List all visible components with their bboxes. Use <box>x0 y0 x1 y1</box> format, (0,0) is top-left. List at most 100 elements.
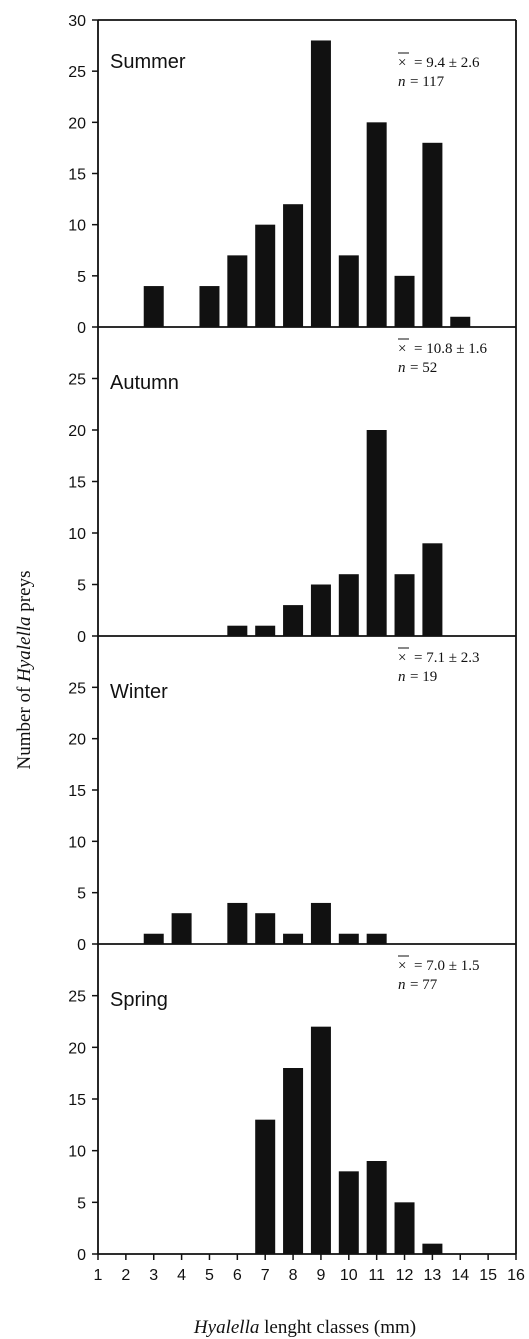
bar-summer-8 <box>283 204 304 327</box>
bar-autumn-12 <box>394 574 415 636</box>
y-tick-label: 15 <box>68 475 86 492</box>
y-tick-label: 20 <box>68 115 86 132</box>
bar-summer-9 <box>310 40 331 327</box>
x-tick-label: 9 <box>316 1267 325 1284</box>
x-tick-label: 11 <box>368 1267 385 1284</box>
x-tick-label: 7 <box>261 1267 270 1284</box>
y-tick-label: 0 <box>77 937 86 954</box>
n-symbol: n <box>398 669 406 685</box>
bar-autumn-6 <box>227 625 248 636</box>
x-tick-label: 8 <box>289 1267 298 1284</box>
y-tick-label: 25 <box>68 64 86 81</box>
bar-spring-13 <box>422 1243 443 1254</box>
n-symbol: n <box>398 74 406 90</box>
y-tick-label: 5 <box>77 1195 86 1212</box>
y-tick-label: 0 <box>77 320 86 337</box>
y-tick-label: 30 <box>68 13 86 30</box>
bar-winter-10 <box>338 933 359 944</box>
n-value: = 117 <box>410 74 445 90</box>
n-value: = 52 <box>410 360 437 376</box>
x-tick-label: 15 <box>479 1267 497 1284</box>
n-value: = 19 <box>410 669 437 685</box>
y-tick-label: 15 <box>68 1092 86 1109</box>
mean-symbol: × <box>398 341 406 357</box>
bar-autumn-10 <box>338 574 359 636</box>
season-label: Autumn <box>110 372 179 394</box>
bar-winter-4 <box>171 913 192 944</box>
x-tick-label: 10 <box>340 1267 358 1284</box>
mean-value: = 7.1 ± 2.3 <box>414 650 479 666</box>
bar-winter-8 <box>283 933 304 944</box>
bar-winter-7 <box>255 913 276 944</box>
bar-winter-6 <box>227 902 248 944</box>
y-tick-label: 15 <box>68 167 86 184</box>
x-tick-label: 16 <box>507 1267 525 1284</box>
mean-symbol: × <box>398 55 406 71</box>
y-tick-label: 5 <box>77 578 86 595</box>
bar-summer-13 <box>422 142 443 327</box>
y-tick-label: 20 <box>68 732 86 749</box>
x-tick-label: 12 <box>396 1267 414 1284</box>
mean-value: = 10.8 ± 1.6 <box>414 341 487 357</box>
x-tick-label: 14 <box>451 1267 469 1284</box>
y-tick-label: 0 <box>77 629 86 646</box>
n-symbol: n <box>398 360 406 376</box>
y-tick-label: 10 <box>68 834 86 851</box>
panel-summer: 0 5 10 15 20 25 30 Summer × = 9.4 ± 2.6 n = 117 <box>68 13 517 337</box>
x-tick-label: 2 <box>121 1267 130 1284</box>
y-tick-label: 10 <box>68 1144 86 1161</box>
y-tick-label: 20 <box>68 1040 86 1057</box>
bar-summer-14 <box>450 316 471 327</box>
bar-autumn-13 <box>422 543 443 636</box>
season-label: Winter <box>110 681 168 703</box>
bar-summer-6 <box>227 255 248 327</box>
bar-winter-3 <box>143 933 164 944</box>
x-axis-title: Hyalella lenght classes (mm) <box>193 1317 416 1338</box>
bar-spring-11 <box>366 1161 387 1254</box>
bar-spring-9 <box>310 1026 331 1254</box>
bar-autumn-7 <box>255 625 276 636</box>
bar-spring-7 <box>255 1119 276 1254</box>
shared-x-axis: 1 2 3 4 5 6 7 8 9 10 11 12 13 14 15 16 <box>94 1254 525 1284</box>
panel-winter: 0 5 10 15 20 25 Winter × = 7.1 ± 2.3 n = 19 <box>68 636 517 954</box>
panel-spring: 0 5 10 15 20 25 Spring × = 7.0 ± 1.5 n = 77 <box>68 944 517 1264</box>
y-tick-label: 5 <box>77 886 86 903</box>
bar-winter-11 <box>366 933 387 944</box>
y-tick-label: 25 <box>68 680 86 697</box>
y-tick-label: 10 <box>68 526 86 543</box>
n-value: = 77 <box>410 977 438 993</box>
x-tick-label: 1 <box>94 1267 103 1284</box>
panel-autumn: 0 5 10 15 20 25 Autumn × = 10.8 ± 1.6 n = 52 <box>68 327 517 646</box>
y-tick-label: 25 <box>68 372 86 389</box>
y-tick-label: 15 <box>68 783 86 800</box>
y-tick-label: 20 <box>68 423 86 440</box>
bar-autumn-9 <box>310 584 331 636</box>
season-label: Summer <box>110 51 186 73</box>
x-axis-title-italic-taxon: Hyalella <box>193 1317 259 1338</box>
n-symbol: n <box>398 977 406 993</box>
y-tick-label: 5 <box>77 269 86 286</box>
x-tick-label: 13 <box>424 1267 442 1284</box>
y-tick-label: 10 <box>68 218 86 235</box>
x-tick-label: 5 <box>205 1267 214 1284</box>
bar-summer-12 <box>394 275 415 327</box>
bar-summer-7 <box>255 224 276 327</box>
bar-summer-11 <box>366 122 387 327</box>
mean-symbol: × <box>398 650 406 666</box>
season-label: Spring <box>110 989 168 1011</box>
y-axis-title-italic-taxon: Hyalella <box>14 616 35 682</box>
x-tick-label: 3 <box>149 1267 158 1284</box>
y-axis-title-part-1: Number of <box>14 682 35 770</box>
mean-symbol: × <box>398 958 406 974</box>
bar-winter-9 <box>310 902 331 944</box>
bar-autumn-8 <box>283 605 304 636</box>
bar-summer-3 <box>143 286 164 327</box>
bar-spring-12 <box>394 1202 415 1254</box>
y-tick-label: 0 <box>77 1247 86 1264</box>
bar-spring-10 <box>338 1171 359 1254</box>
bar-summer-10 <box>338 255 359 327</box>
bar-autumn-11 <box>366 430 387 636</box>
x-tick-label: 4 <box>177 1267 186 1284</box>
